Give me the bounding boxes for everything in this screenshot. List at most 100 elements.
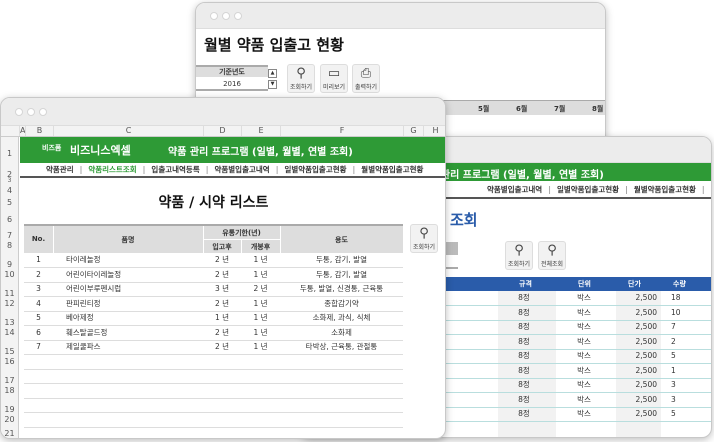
column-letter[interactable]: F: [280, 126, 403, 136]
nav-item[interactable]: 월별약품입출고현황: [633, 185, 696, 194]
table-cell: 8정: [518, 351, 530, 360]
print-button[interactable]: ⎙ 출력하기: [352, 64, 380, 93]
row-number[interactable]: 13: [1, 311, 19, 327]
search-all-button[interactable]: ⚲ 전체조회: [538, 241, 566, 270]
table-cell: 18: [671, 293, 681, 302]
table-row[interactable]: 8정 박스 2,500 5: [301, 407, 711, 422]
nav-item[interactable]: 인: [705, 183, 712, 197]
row-number[interactable]: 9: [1, 253, 19, 269]
table-cell: 2 년: [214, 327, 230, 337]
table-row[interactable]: [24, 398, 403, 413]
nav-item[interactable]: 일별약품입출고현황: [284, 165, 347, 174]
search-button[interactable]: ⚲ 조회하기: [287, 64, 315, 93]
search-button[interactable]: ⚲ 조회하기: [505, 241, 533, 270]
row-number[interactable]: 1: [1, 137, 19, 163]
year-down-button[interactable]: ▼: [268, 80, 277, 89]
row-number[interactable]: 2: [1, 163, 19, 179]
preview-button[interactable]: ▭ 미리보기: [320, 64, 348, 93]
table-row[interactable]: 8정 박스 2,500 1: [301, 364, 711, 379]
table-cell: 제일쿨파스: [66, 342, 101, 351]
row-number[interactable]: 8: [1, 239, 19, 253]
column-letter[interactable]: G: [403, 126, 423, 136]
row-number[interactable]: 18: [1, 384, 19, 398]
table-cell: 8정: [518, 336, 530, 346]
column-letter[interactable]: C: [53, 126, 203, 136]
search-button[interactable]: ⚲ 조회하기: [410, 224, 438, 253]
row-number[interactable]: 19: [1, 398, 19, 414]
table-cell: 2 년: [253, 284, 268, 293]
table-row[interactable]: 1 타이레놀정 2 년 1 년 두통, 감기, 발열: [24, 253, 403, 268]
row-number[interactable]: 4: [1, 184, 19, 198]
table-row[interactable]: 7 제일쿨파스 2 년 1 년 타박상, 근육통, 관절통: [24, 340, 403, 355]
table-cell: 종합감기약: [324, 298, 359, 308]
column-letter[interactable]: E: [241, 126, 280, 136]
table-row[interactable]: 8정 박스 2,500 3: [301, 393, 711, 408]
nav-item[interactable]: 일별약품입출고현황: [556, 185, 620, 194]
window-dot[interactable]: [222, 12, 230, 20]
table-row[interactable]: 3 어린이부루펜시럽 3 년 2 년 두통, 발열, 신경통, 근육통: [24, 282, 403, 297]
window-dot[interactable]: [39, 108, 47, 116]
row-number[interactable]: 17: [1, 369, 19, 385]
window-dot[interactable]: [27, 108, 35, 116]
table-row[interactable]: 8정 박스 2,500 2: [301, 335, 711, 350]
row-number[interactable]: 15: [1, 340, 19, 356]
row-number[interactable]: 7: [1, 224, 19, 240]
nav-bar: 약품관리 | 약품리스트조회 | 입출고내역등록 | 약품별입출고내역 | 일별약품입출고현황 |…: [20, 164, 445, 178]
column-letter[interactable]: B: [25, 126, 53, 136]
window-dot[interactable]: [234, 12, 242, 20]
table-row[interactable]: [24, 355, 403, 370]
window-dot[interactable]: [15, 108, 23, 116]
year-input[interactable]: 2016: [196, 78, 268, 91]
row-divider: [24, 267, 403, 268]
nav-item[interactable]: 약품리스트조회: [88, 165, 137, 174]
row-divider: [24, 354, 403, 355]
table-row[interactable]: 2 어린이타이레놀정 2 년 1 년 두통, 감기, 발열: [24, 268, 403, 283]
row-number[interactable]: 21: [1, 427, 19, 438]
nav-separator: |: [205, 165, 209, 174]
nav-item[interactable]: 약품별입출고내역: [487, 185, 543, 194]
table-row[interactable]: 8정 박스 2,500 5: [301, 349, 711, 364]
row-number[interactable]: 16: [1, 355, 19, 369]
row-number[interactable]: 20: [1, 413, 19, 427]
table-row[interactable]: 8정 박스 2,500 10: [301, 306, 711, 321]
row-number[interactable]: 11: [1, 282, 19, 298]
row-divider: [301, 363, 711, 364]
nav-item[interactable]: 약품별입출고내역: [214, 165, 270, 174]
table-row[interactable]: 6 훼스탈골드정 2 년 1 년 소화제: [24, 326, 403, 341]
table-cell: 5: [671, 409, 676, 418]
table-row[interactable]: 8정 박스 2,500 3: [301, 378, 711, 393]
table-cell: 타박상, 근육통, 관절통: [305, 342, 378, 351]
row-number[interactable]: 14: [1, 326, 19, 340]
table-row[interactable]: 8정 박스 2,500 7: [301, 320, 711, 335]
nav-item[interactable]: 약품관리: [46, 165, 74, 174]
table-cell: 1 년: [253, 313, 268, 322]
table-cell: 타이레놀정: [66, 255, 101, 264]
table-cell: 8정: [518, 365, 530, 375]
table-row[interactable]: 4 판피린티정 2 년 1 년 종합감기약: [24, 297, 403, 312]
row-divider: [301, 334, 711, 335]
row-number[interactable]: 10: [1, 268, 19, 282]
row-number[interactable]: 5: [1, 198, 19, 207]
table-row[interactable]: [24, 413, 403, 428]
column-letter[interactable]: A: [19, 126, 26, 136]
search-icon: ⚲: [296, 66, 306, 81]
row-divider: [24, 383, 403, 384]
row-number[interactable]: 12: [1, 297, 19, 311]
table-cell: 3: [671, 380, 676, 389]
column-letter[interactable]: H: [423, 126, 445, 136]
year-up-button[interactable]: ▲: [268, 69, 277, 78]
table-row[interactable]: [24, 384, 403, 399]
nav-item[interactable]: 입출고내역등록: [151, 165, 200, 174]
window-dot[interactable]: [210, 12, 218, 20]
row-number[interactable]: 6: [1, 207, 19, 224]
column-letter[interactable]: D: [203, 126, 241, 136]
nav-item[interactable]: 월별약품입출고현황: [361, 165, 424, 174]
table-cell: 1 년: [253, 269, 268, 279]
row-divider: [24, 426, 403, 428]
table-row[interactable]: 8정 박스 2,500 18: [301, 291, 711, 306]
row-number[interactable]: 3: [1, 178, 19, 184]
table-row[interactable]: [24, 369, 403, 384]
table-row[interactable]: 5 베아제정 1 년 1 년 소화제, 과식, 식체: [24, 311, 403, 326]
